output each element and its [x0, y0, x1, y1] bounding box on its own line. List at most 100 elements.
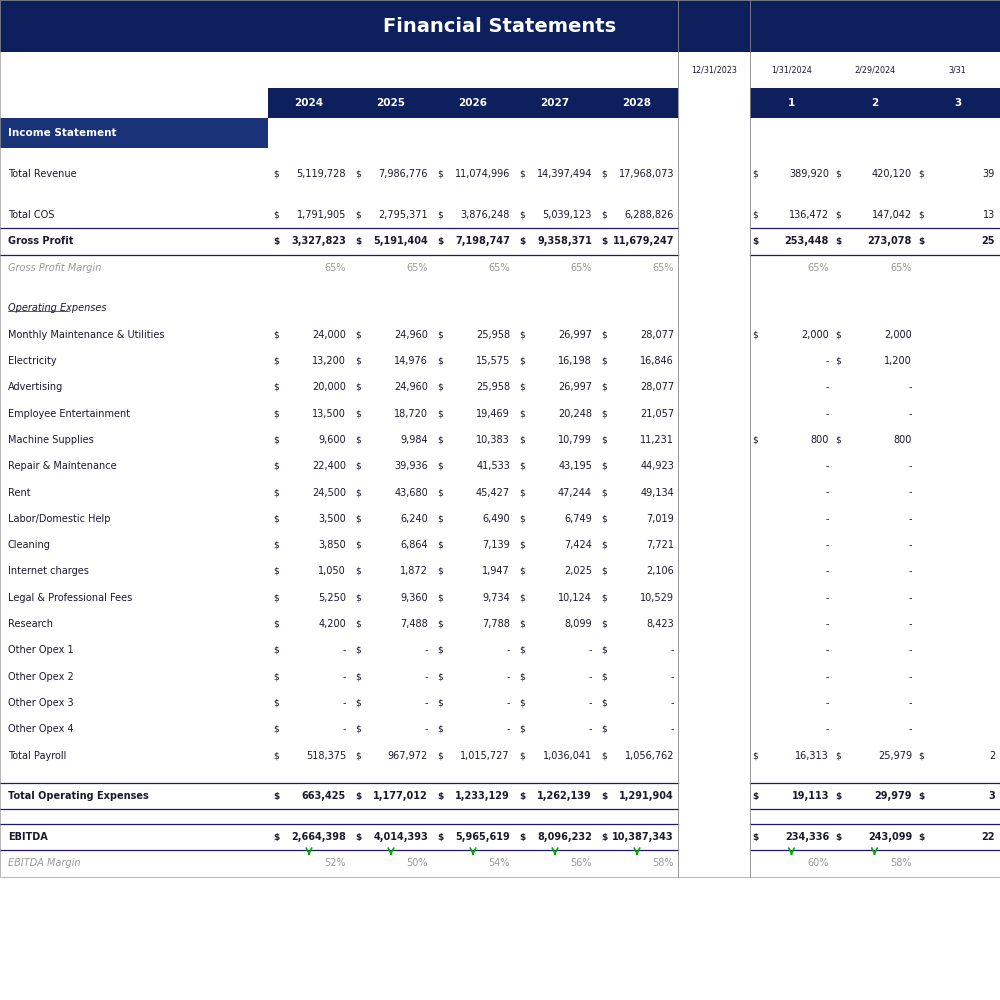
- Text: $: $: [519, 672, 525, 681]
- Text: Other Opex 3: Other Opex 3: [8, 698, 74, 708]
- Text: 5,119,728: 5,119,728: [296, 169, 346, 179]
- Text: $: $: [918, 170, 924, 179]
- Text: 6,490: 6,490: [482, 514, 510, 524]
- Text: 21,057: 21,057: [640, 409, 674, 419]
- Bar: [0, 0, 1000, 877]
- Text: 22: 22: [982, 832, 995, 842]
- Text: -: -: [424, 698, 428, 708]
- Text: 60%: 60%: [808, 858, 829, 868]
- Text: 6,864: 6,864: [400, 540, 428, 550]
- Text: $: $: [519, 237, 525, 246]
- Text: -: -: [424, 672, 428, 682]
- Text: 2,000: 2,000: [884, 330, 912, 340]
- Text: -: -: [909, 724, 912, 734]
- Text: Total Operating Expenses: Total Operating Expenses: [8, 791, 149, 801]
- Text: $: $: [519, 698, 525, 707]
- Text: $: $: [437, 170, 443, 179]
- Text: 2027: 2027: [540, 98, 570, 108]
- Text: 7,986,776: 7,986,776: [378, 169, 428, 179]
- Text: 16,198: 16,198: [558, 356, 592, 366]
- Text: $: $: [273, 833, 279, 842]
- Text: $: $: [273, 541, 279, 550]
- Text: $: $: [437, 514, 443, 523]
- Text: $: $: [273, 237, 279, 246]
- Text: 65%: 65%: [652, 263, 674, 273]
- Text: 14,397,494: 14,397,494: [537, 169, 592, 179]
- Text: 5,250: 5,250: [318, 593, 346, 603]
- Text: 2,106: 2,106: [646, 566, 674, 576]
- Bar: [678, 558, 750, 585]
- Text: $: $: [601, 725, 607, 734]
- Text: $: $: [437, 435, 443, 444]
- Text: 26,997: 26,997: [558, 382, 592, 392]
- Text: $: $: [752, 435, 758, 444]
- Text: 24,960: 24,960: [394, 330, 428, 340]
- Text: Cleaning: Cleaning: [8, 540, 51, 550]
- Text: 1,036,041: 1,036,041: [543, 751, 592, 761]
- Text: Research: Research: [8, 619, 53, 629]
- Text: Financial Statements: Financial Statements: [383, 16, 617, 35]
- Text: 1,015,727: 1,015,727: [460, 751, 510, 761]
- Text: -: -: [826, 566, 829, 576]
- Text: $: $: [273, 567, 279, 576]
- Text: -: -: [826, 488, 829, 498]
- Text: 16,313: 16,313: [795, 751, 829, 761]
- Text: $: $: [273, 409, 279, 418]
- Text: 2,025: 2,025: [564, 566, 592, 576]
- Text: 1,233,129: 1,233,129: [455, 791, 510, 801]
- Text: $: $: [835, 237, 841, 246]
- Bar: [678, 824, 750, 850]
- Text: -: -: [909, 409, 912, 419]
- Text: $: $: [273, 620, 279, 629]
- Text: $: $: [519, 751, 525, 760]
- Bar: [678, 783, 750, 809]
- Text: 1,050: 1,050: [318, 566, 346, 576]
- Text: $: $: [437, 620, 443, 629]
- Text: -: -: [826, 645, 829, 655]
- Text: -: -: [909, 672, 912, 682]
- Text: 13,500: 13,500: [312, 409, 346, 419]
- Bar: [678, 506, 750, 532]
- Text: 25: 25: [982, 236, 995, 246]
- Text: $: $: [519, 383, 525, 392]
- Text: 1,177,012: 1,177,012: [373, 791, 428, 801]
- Text: -: -: [589, 724, 592, 734]
- Text: $: $: [835, 357, 841, 366]
- Text: 50%: 50%: [406, 858, 428, 868]
- Text: $: $: [355, 698, 361, 707]
- Text: 10,124: 10,124: [558, 593, 592, 603]
- Text: $: $: [355, 792, 361, 801]
- Text: -: -: [670, 724, 674, 734]
- Text: 273,078: 273,078: [868, 236, 912, 246]
- Bar: [678, 611, 750, 637]
- Bar: [0, 716, 1000, 742]
- Text: $: $: [273, 383, 279, 392]
- Text: $: $: [437, 383, 443, 392]
- Text: $: $: [835, 792, 841, 801]
- Text: 49,134: 49,134: [640, 488, 674, 498]
- Text: $: $: [355, 833, 361, 842]
- Text: 6,288,826: 6,288,826: [625, 210, 674, 220]
- Text: $: $: [437, 488, 443, 497]
- Text: -: -: [826, 724, 829, 734]
- Text: $: $: [273, 435, 279, 444]
- Text: 24,000: 24,000: [312, 330, 346, 340]
- Text: 389,920: 389,920: [789, 169, 829, 179]
- Text: EBITDA Margin: EBITDA Margin: [8, 858, 80, 868]
- Text: $: $: [437, 211, 443, 220]
- Text: $: $: [835, 751, 841, 760]
- Text: $: $: [273, 170, 279, 179]
- Bar: [0, 161, 1000, 187]
- Text: -: -: [909, 540, 912, 550]
- Text: $: $: [519, 833, 525, 842]
- Text: -: -: [826, 514, 829, 524]
- Text: $: $: [519, 211, 525, 220]
- Text: $: $: [355, 462, 361, 471]
- Text: Labor/Domestic Help: Labor/Domestic Help: [8, 514, 110, 524]
- Text: $: $: [519, 514, 525, 523]
- Text: 136,472: 136,472: [789, 210, 829, 220]
- Text: -: -: [826, 540, 829, 550]
- Text: Other Opex 2: Other Opex 2: [8, 672, 74, 682]
- Text: -: -: [826, 593, 829, 603]
- Bar: [0, 348, 1000, 374]
